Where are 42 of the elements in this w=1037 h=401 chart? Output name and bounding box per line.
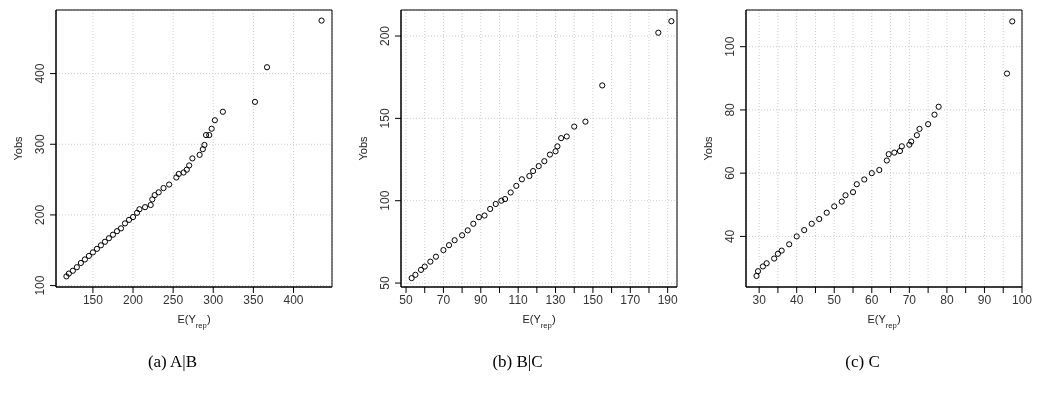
x-tick-label: 350 [243,292,264,307]
y-axis-title: Yobs [702,135,714,161]
x-tick-label: 150 [582,292,604,307]
x-tick-label: 300 [203,292,224,307]
x-tick-label: 70 [902,292,917,307]
y-tick-label: 60 [723,166,737,180]
x-tick-label: 90 [474,292,488,307]
x-tick-label: 50 [827,292,842,307]
y-axis-title: Yobs [357,135,369,161]
x-tick-label: 80 [940,292,954,307]
y-tick-label: 100 [378,190,392,211]
text: (c) C [844,352,881,372]
x-tick-label: 170 [620,292,641,307]
x-axis-title: E(Y$_{rep}$) [177,313,211,330]
x-tick-label: 70 [436,292,451,307]
x-tick-label: 90 [977,292,992,307]
x-tick-label: 130 [545,292,566,307]
x-axis-title: E(Y$_{rep}$) [867,313,901,330]
x-tick-label: 100 [1011,292,1033,307]
text: (a) A|B [146,352,199,372]
y-tick-label: 50 [378,276,392,290]
y-tick-label: 80 [723,102,737,117]
y-tick-label: 100 [723,36,737,57]
text: (b) B|C [491,352,544,372]
x-tick-label: 60 [865,292,879,307]
x-tick-label: 30 [752,292,767,307]
x-tick-label: 250 [163,292,184,307]
y-tick-label: 300 [33,133,47,155]
x-tick-label: 110 [508,292,529,307]
x-axis-title: E(Y$_{rep}$) [522,313,556,330]
x-tick-label: 200 [123,292,144,307]
x-tick-label: 400 [283,292,304,307]
y-axis-title: Yobs [12,135,24,161]
x-tick-label: 50 [399,292,414,307]
y-tick-label: 400 [33,63,47,84]
y-tick-label: 200 [378,25,392,47]
y-tick-label: 40 [723,229,737,244]
x-tick-label: 190 [657,292,678,307]
x-tick-label: 150 [82,292,104,307]
x-tick-label: 40 [790,292,804,307]
y-tick-label: 150 [378,108,392,129]
y-tick-label: 200 [33,204,47,225]
